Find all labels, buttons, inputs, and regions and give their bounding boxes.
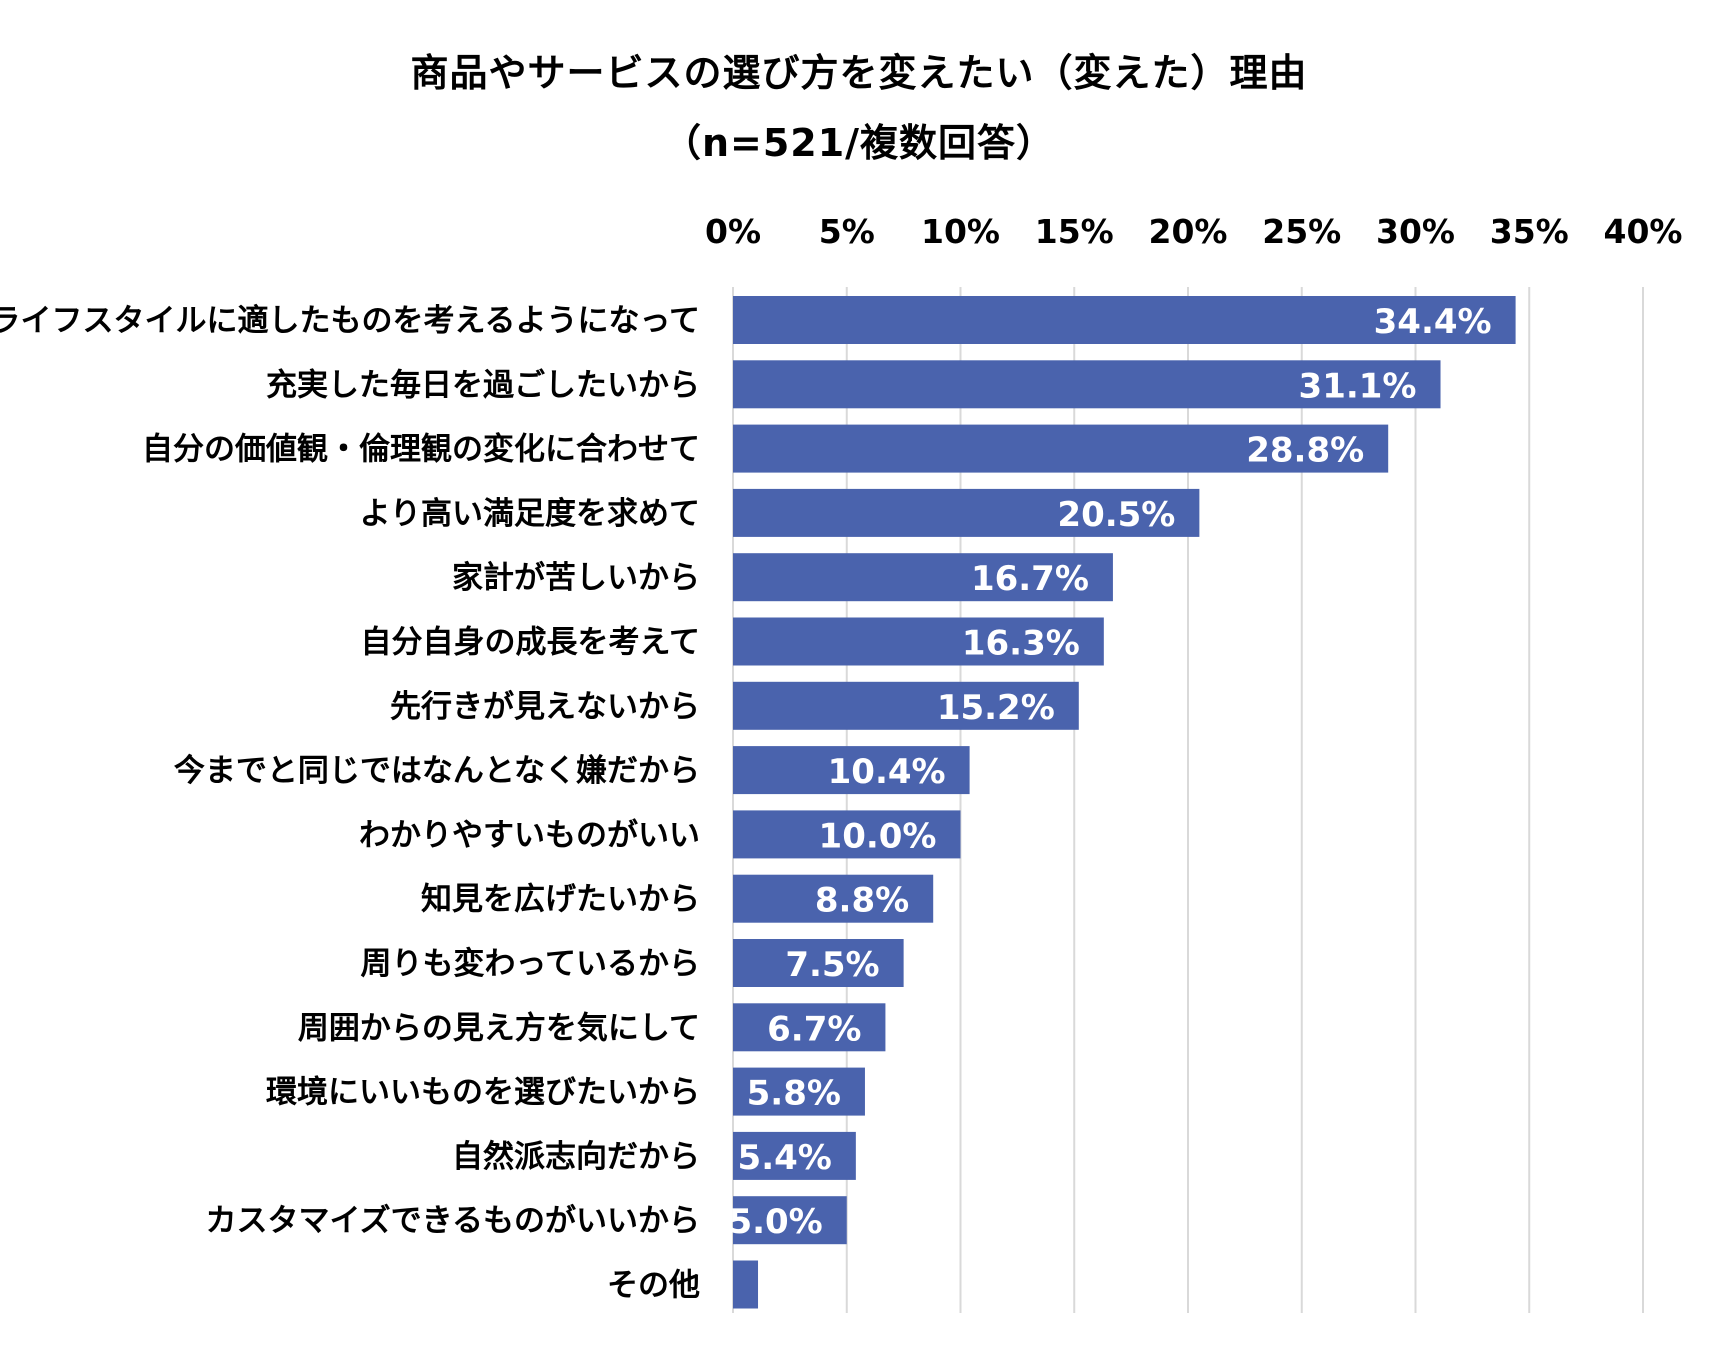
data-label: 34.4% [1374,302,1492,342]
data-label: 5.8% [747,1074,841,1114]
x-tick-label: 35% [1490,212,1569,251]
bar [733,746,970,795]
bar [733,681,1079,730]
x-tick-label: 25% [1262,212,1341,251]
category-label: わかりやすいものがいい [359,817,700,853]
data-label: 15.2% [937,688,1055,728]
category-label: 自然派志向だから [452,1139,700,1175]
bar [733,810,961,859]
data-label: 20.5% [1057,495,1175,535]
x-tick-label: 20% [1149,212,1228,251]
bar [733,424,1389,473]
category-label: その他 [607,1268,700,1304]
data-label: 16.3% [962,624,1080,664]
bar [733,1003,886,1052]
category-label: 先行きが見えないから [390,689,700,725]
data-label: 10.4% [828,752,946,792]
bar [733,1131,856,1180]
chart-title: 商品やサービスの選び方を変えたい（変えた）理由 [410,51,1308,95]
data-label: 8.8% [815,881,909,921]
category-label: 知見を広げたいから [421,882,700,918]
x-tick-label: 5% [819,212,875,251]
category-label: 家計が苦しいから [452,560,700,596]
bar [733,1260,759,1309]
x-tick-label: 10% [921,212,1000,251]
data-label: 5.0% [728,1202,822,1242]
category-label: より高い満足度を求めて [360,496,700,532]
bar [733,360,1441,409]
category-label: 自分の価値観・倫理観の変化に合わせて [142,432,700,468]
x-tick-label: 15% [1035,212,1114,251]
data-label: 5.4% [738,1138,832,1178]
category-label: 周囲からの見え方を気にして [298,1010,700,1046]
data-label: 6.7% [767,1009,861,1049]
x-tick-label: 30% [1376,212,1455,251]
category-label: 充実した毎日を過ごしたいから [266,367,700,403]
bar [733,296,1516,344]
bar [733,617,1104,666]
category-label: カスタマイズできるものがいいから [206,1203,700,1239]
data-label: 10.0% [819,816,937,856]
category-label: 周りも変わっているから [361,946,700,982]
data-label: 16.7% [971,559,1089,599]
bar [733,488,1200,537]
data-label: 7.5% [785,945,879,985]
data-label: 31.1% [1299,366,1417,406]
data-label: 28.8% [1246,431,1364,471]
bar [733,939,904,987]
category-label: 自分自身の成長を考えて [361,625,700,661]
bar [733,874,934,923]
category-label: 環境にいいものを選びたいから [266,1075,700,1111]
category-label: 今までと同じではなんとなく嫌だから [174,753,700,789]
bar [733,1067,865,1116]
x-tick-label: 0% [705,212,761,251]
category-label: ライフスタイルに適したものを考えるようになって [0,303,700,339]
chart-subtitle: （n=521/複数回答） [662,121,1056,165]
bar [733,553,1113,602]
x-tick-label: 40% [1604,212,1683,251]
bar [733,1196,847,1245]
